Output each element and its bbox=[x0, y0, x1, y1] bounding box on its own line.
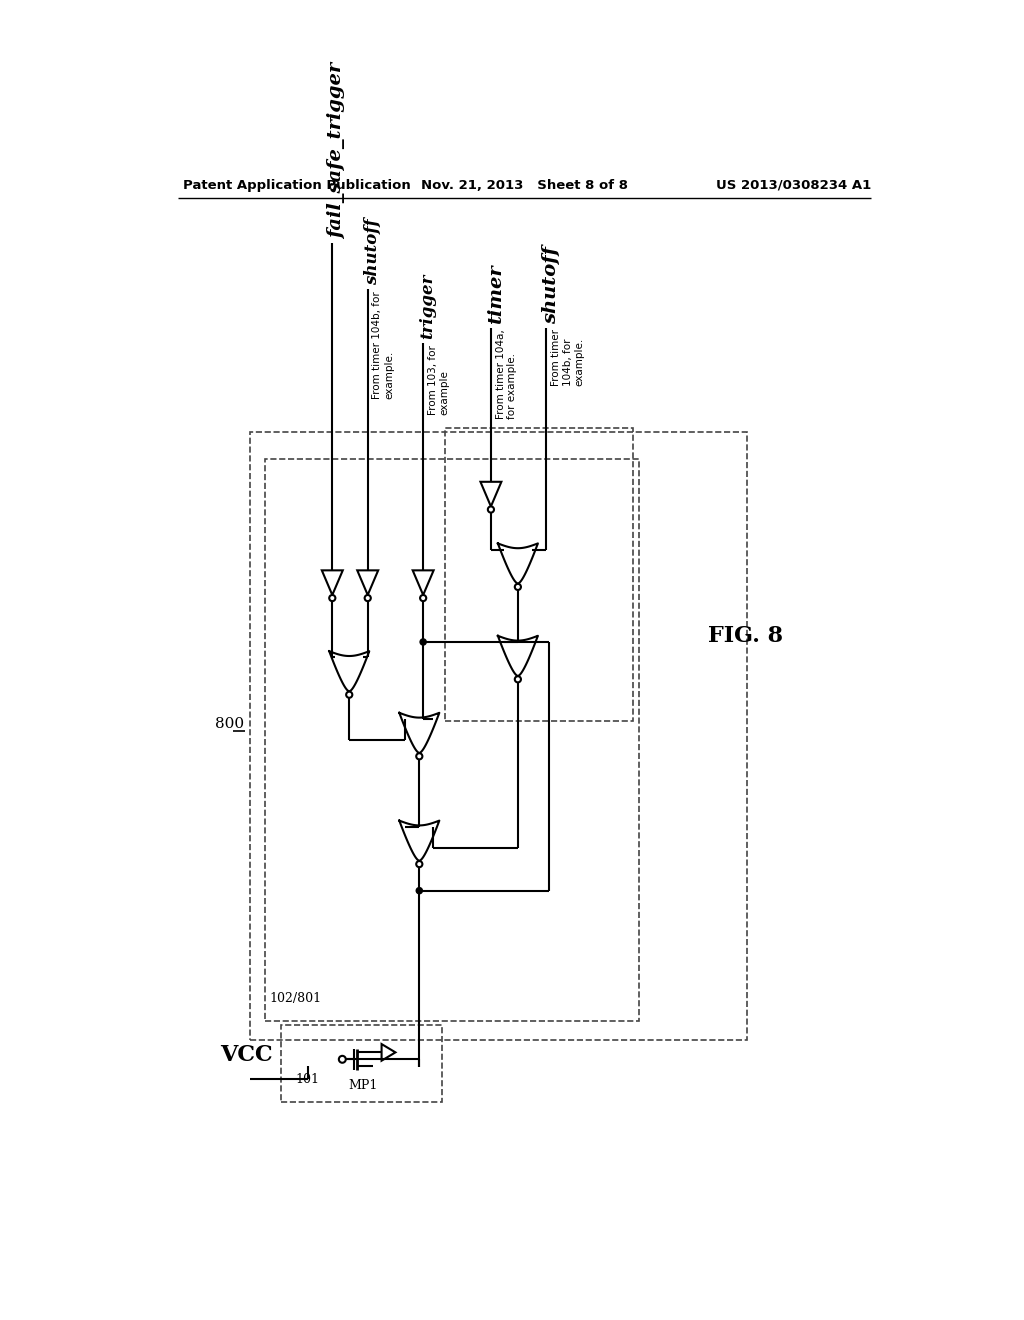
Circle shape bbox=[416, 861, 422, 867]
Text: MP1: MP1 bbox=[348, 1080, 378, 1093]
Circle shape bbox=[515, 676, 521, 682]
Text: fail_safe_trigger: fail_safe_trigger bbox=[329, 63, 346, 239]
Text: US 2013/0308234 A1: US 2013/0308234 A1 bbox=[716, 178, 871, 191]
Polygon shape bbox=[322, 570, 343, 595]
Text: FIG. 8: FIG. 8 bbox=[708, 624, 783, 647]
Circle shape bbox=[346, 692, 352, 698]
Text: shutoff: shutoff bbox=[543, 246, 560, 323]
Circle shape bbox=[487, 507, 494, 512]
Text: VCC: VCC bbox=[220, 1044, 273, 1067]
Circle shape bbox=[365, 595, 371, 601]
Text: trigger: trigger bbox=[419, 275, 436, 339]
Bar bbox=[250, 432, 746, 1040]
Circle shape bbox=[515, 583, 521, 590]
Circle shape bbox=[420, 639, 426, 645]
Circle shape bbox=[330, 595, 336, 601]
Text: From timer
104b, for
example.: From timer 104b, for example. bbox=[551, 330, 584, 387]
Text: 102/801: 102/801 bbox=[270, 993, 323, 1006]
Text: Patent Application Publication: Patent Application Publication bbox=[183, 178, 411, 191]
Text: shutoff: shutoff bbox=[364, 219, 381, 285]
Text: From 103, for
example: From 103, for example bbox=[428, 345, 450, 414]
Circle shape bbox=[416, 887, 422, 894]
Circle shape bbox=[420, 595, 426, 601]
Polygon shape bbox=[357, 570, 378, 595]
Circle shape bbox=[339, 1056, 346, 1063]
Bar bbox=[281, 1024, 442, 1102]
Text: From timer 104b, for
example.: From timer 104b, for example. bbox=[373, 290, 394, 399]
Circle shape bbox=[416, 754, 422, 759]
Polygon shape bbox=[413, 570, 433, 595]
Text: Nov. 21, 2013   Sheet 8 of 8: Nov. 21, 2013 Sheet 8 of 8 bbox=[421, 178, 629, 191]
Text: 800: 800 bbox=[215, 717, 244, 731]
Text: timer: timer bbox=[487, 264, 505, 323]
Bar bbox=[265, 459, 639, 1020]
Bar bbox=[444, 428, 634, 721]
Text: From timer 104a,
for example.: From timer 104a, for example. bbox=[496, 330, 517, 418]
Polygon shape bbox=[480, 482, 502, 507]
Text: 101: 101 bbox=[296, 1073, 319, 1086]
